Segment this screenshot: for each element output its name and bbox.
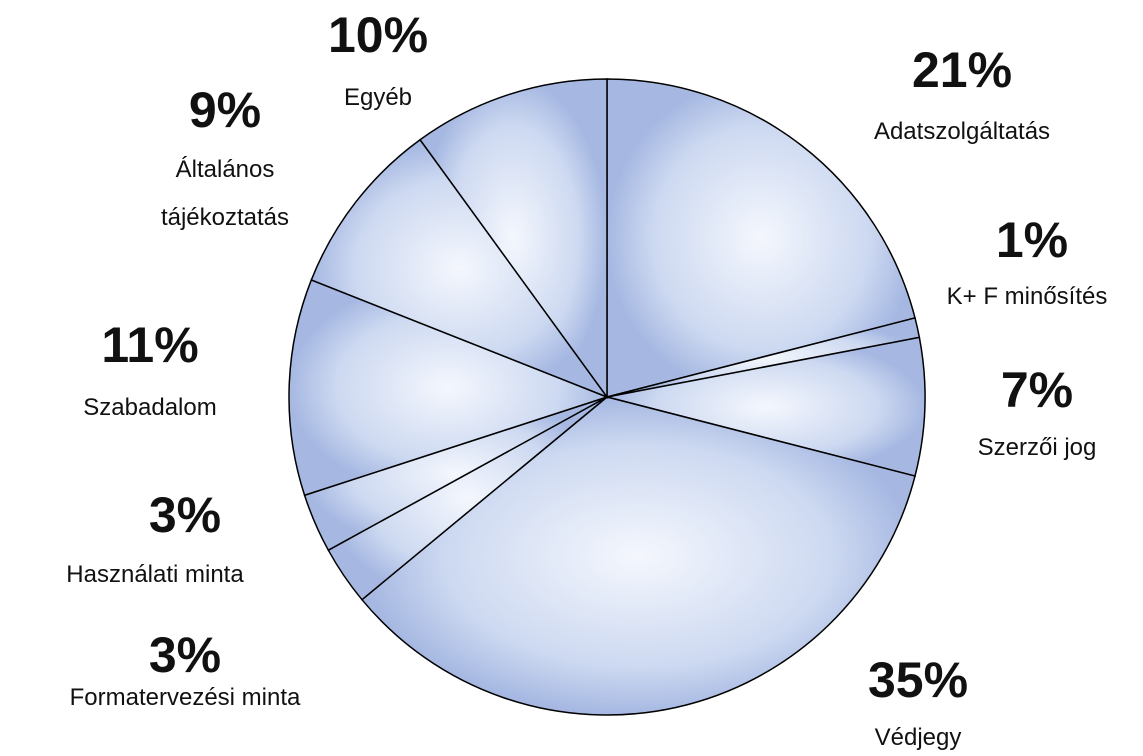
value-label: 9% xyxy=(188,82,262,138)
value-label: 3% xyxy=(148,627,222,683)
category-label: Használati minta xyxy=(66,561,244,588)
value-label: 1% xyxy=(995,212,1069,268)
category-label: Szerzői jog xyxy=(977,434,1097,461)
category-label: Szabadalom xyxy=(83,394,217,421)
category-label: Formatervezési minta xyxy=(69,684,301,711)
value-label: 21% xyxy=(911,42,1013,98)
pie-slice xyxy=(419,78,608,400)
value-label: 7% xyxy=(1000,362,1074,418)
pie-slice xyxy=(310,138,610,399)
pie-slice xyxy=(606,336,926,477)
value-label: 35% xyxy=(867,652,969,708)
pie-slice xyxy=(360,396,916,716)
value-label: 11% xyxy=(101,317,199,373)
value-label: 3% xyxy=(148,487,222,543)
pie-slice xyxy=(288,278,610,497)
pie-slice xyxy=(606,78,916,398)
value-label: 10% xyxy=(327,7,429,63)
category-label: Adatszolgáltatás xyxy=(873,118,1051,145)
category-label: Általános tájékoztatás xyxy=(160,156,290,231)
category-label: Védjegy xyxy=(874,724,962,751)
category-label: K+ F minősítés xyxy=(946,283,1108,310)
category-label: Egyéb xyxy=(343,84,413,111)
